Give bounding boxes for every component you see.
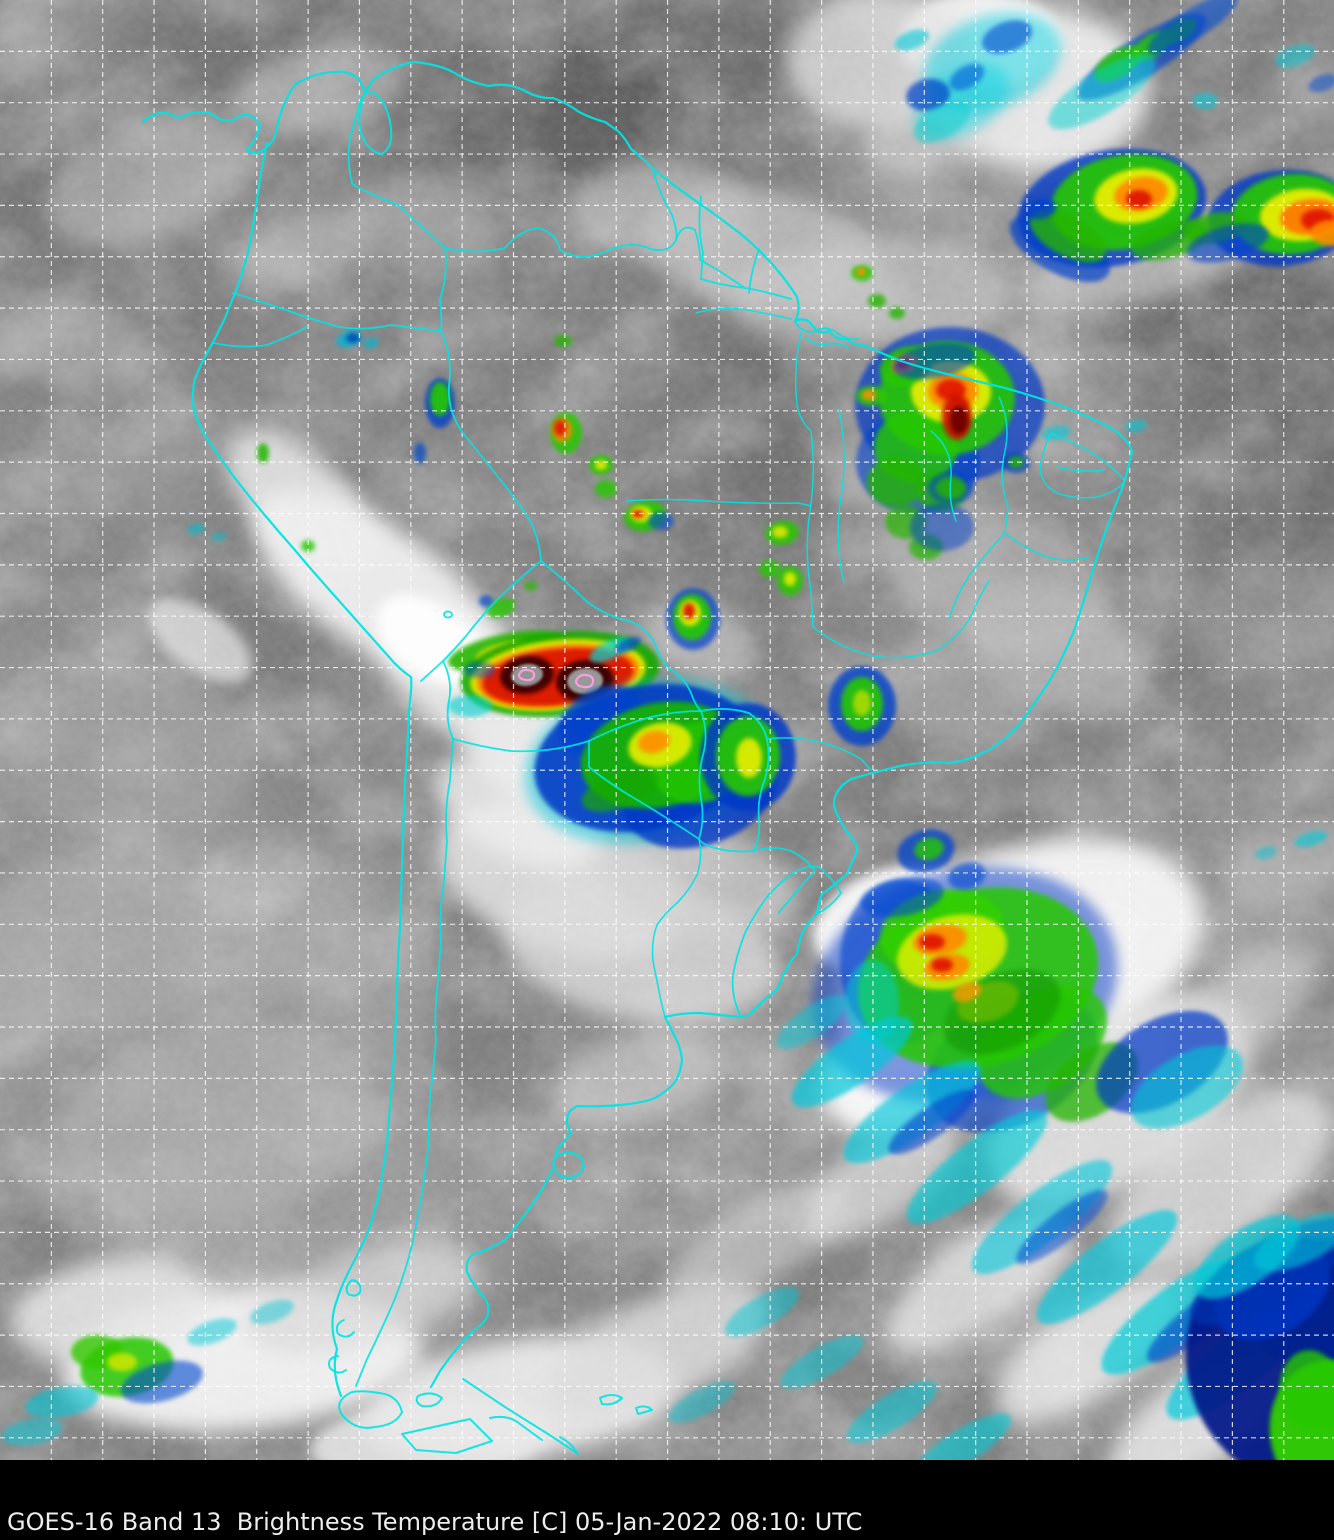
- satellite-map: [0, 0, 1334, 1460]
- latlon-grid: [0, 0, 1334, 1460]
- caption-text: GOES-16 Band 13 Brightness Temperature […: [7, 1508, 863, 1536]
- storm-color-layer: [1, 0, 1334, 1460]
- satellite-image-svg: [0, 0, 1334, 1460]
- geo-borders: [141, 60, 1134, 1456]
- overshooting-top-contours: [517, 668, 595, 689]
- caption-bar: GOES-16 Band 13 Brightness Temperature […: [0, 1460, 1334, 1540]
